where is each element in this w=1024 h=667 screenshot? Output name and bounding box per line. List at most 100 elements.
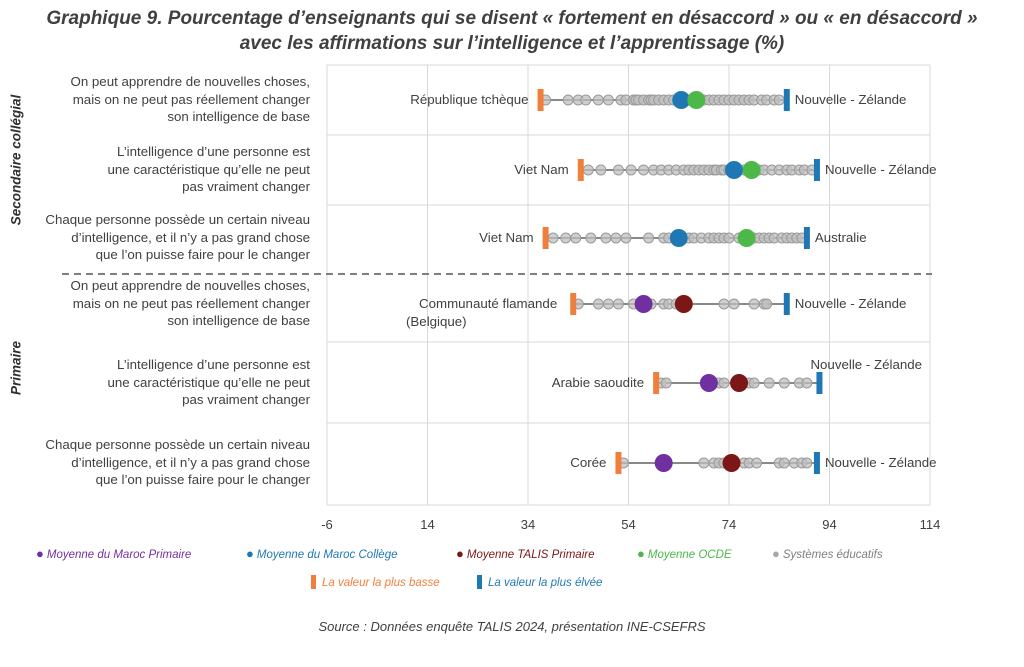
legend-label: Moyenne OCDE	[647, 549, 732, 561]
legend-label: Moyenne du Maroc Primaire	[46, 549, 192, 561]
system-point	[728, 298, 740, 310]
system-point	[718, 377, 730, 389]
x-tick-label: 94	[822, 517, 837, 532]
max-label: Nouvelle - Zélande	[810, 357, 922, 372]
category-label: On peut apprendre de nouvelles choses, ma…	[10, 73, 310, 126]
system-point	[592, 94, 604, 106]
min-label: Corée	[570, 455, 606, 470]
category-label-line: mais on ne peut pas réellement changer	[72, 91, 310, 107]
category-label-line: mais on ne peut pas réellement changer	[72, 295, 310, 311]
mean-marker-maroc-college	[669, 229, 688, 247]
x-tick-label: 54	[621, 517, 636, 532]
category-label-line: L’intelligence d’une personne est	[117, 144, 310, 159]
max-label: Nouvelle - Zélande	[825, 162, 937, 177]
mean-marker-maroc-college	[725, 161, 744, 179]
system-point	[751, 457, 763, 469]
min-bar	[537, 89, 544, 111]
system-point	[592, 298, 604, 310]
system-point	[773, 94, 785, 106]
min-label: République tchèque	[410, 92, 528, 107]
system-point	[582, 164, 594, 176]
min-label: Viet Nam	[479, 230, 533, 245]
system-point	[610, 232, 622, 244]
x-tick-label: -6	[321, 517, 333, 532]
legend-label: Moyenne du Maroc Collège	[256, 549, 398, 561]
system-point	[560, 232, 572, 244]
legend-item-max: La valeur la plus élvée	[477, 575, 602, 589]
category-label-line: pas vraiment changer	[182, 392, 310, 407]
legend-item-ocde: ● Moyenne OCDE	[637, 546, 732, 561]
category-label-line: que l’on puisse faire pour le changer	[95, 472, 310, 487]
legend-dot-icon: ●	[772, 546, 780, 561]
system-point	[748, 377, 760, 389]
category-label-line: Chaque personne possède un certain nivea…	[45, 212, 310, 227]
x-tick-label: 34	[520, 517, 536, 532]
category-label: On peut apprendre de nouvelles choses, ma…	[10, 277, 310, 330]
max-label: Australie	[815, 230, 867, 245]
min-bar	[577, 159, 584, 181]
legend-bar-icon	[311, 575, 316, 589]
system-point	[761, 298, 773, 310]
x-tick-label: 14	[420, 517, 435, 532]
category-label-line: On peut apprendre de nouvelles choses,	[70, 278, 310, 293]
category-label-line: une caractéristique qu’elle ne peut	[107, 374, 310, 390]
min-bar	[615, 452, 622, 474]
legend-item-systemes: ● Systèmes éducatifs	[772, 546, 883, 561]
system-point	[643, 232, 655, 244]
legend-dot-icon: ●	[246, 546, 254, 561]
system-point	[595, 164, 607, 176]
category-label-line: son intelligence de base	[167, 313, 310, 328]
system-point	[763, 377, 775, 389]
max-bar	[783, 293, 790, 315]
category-label-line: L’intelligence d’une personne est	[117, 357, 310, 372]
chart-title-line-2: avec les affirmations sur l’intelligence…	[239, 33, 785, 54]
chart-title-line-1: Graphique 9. Pourcentage d’enseignants q…	[46, 8, 978, 29]
legend-dot-icon: ●	[456, 546, 464, 561]
system-point	[580, 94, 592, 106]
category-label-line: d’intelligence, et il n’y a pas grand ch…	[71, 454, 310, 470]
legend-dot-icon: ●	[36, 546, 44, 561]
system-point	[698, 457, 710, 469]
category-label: Chaque personne possède un certain nivea…	[10, 436, 310, 489]
mean-marker-talis-primaire	[722, 454, 741, 472]
legend-item-maroc-college: ● Moyenne du Maroc Collège	[246, 546, 398, 561]
mean-marker-talis-primaire	[674, 295, 693, 313]
category-label: L’intelligence d’une personne est une car…	[10, 356, 310, 409]
category-label-line: Chaque personne possède un certain nivea…	[45, 437, 310, 452]
system-point	[562, 94, 574, 106]
system-point	[600, 232, 612, 244]
system-point	[801, 377, 813, 389]
category-label-line: une caractéristique qu’elle ne peut	[107, 161, 310, 177]
mean-marker-maroc-primaire	[699, 374, 718, 392]
max-label: Nouvelle - Zélande	[795, 92, 907, 107]
max-bar	[816, 372, 823, 394]
max-label: Nouvelle - Zélande	[825, 455, 937, 470]
legend-label: Moyenne TALIS Primaire	[466, 549, 595, 561]
category-label: L’intelligence d’une personne est une car…	[10, 143, 310, 196]
legend-label: La valeur la plus élvée	[488, 577, 603, 589]
min-label: Communauté flamande	[419, 296, 557, 311]
legend-item-talis-primaire: ● Moyenne TALIS Primaire	[456, 546, 594, 561]
system-point	[723, 232, 735, 244]
x-tick-label: 74	[721, 517, 737, 532]
min-label-line-2: (Belgique)	[406, 314, 467, 329]
system-point	[612, 298, 624, 310]
system-point	[620, 232, 632, 244]
max-bar	[813, 452, 820, 474]
system-point	[612, 164, 624, 176]
chart-title: Graphique 9. Pourcentage d’enseignants q…	[0, 6, 1024, 56]
legend-item-maroc-primaire: ● Moyenne du Maroc Primaire	[36, 546, 191, 561]
system-point	[602, 298, 614, 310]
system-point	[602, 94, 614, 106]
system-point	[801, 457, 813, 469]
system-point	[570, 232, 582, 244]
legend-item-min: La valeur la plus basse	[311, 575, 440, 589]
mean-marker-maroc-college	[672, 91, 691, 109]
legend-dot-icon: ●	[637, 546, 645, 561]
min-label: Arabie saoudite	[552, 375, 644, 390]
category-label-line: pas vraiment changer	[182, 179, 310, 194]
max-bar	[783, 89, 790, 111]
system-point	[660, 377, 672, 389]
min-label: Viet Nam	[514, 162, 568, 177]
